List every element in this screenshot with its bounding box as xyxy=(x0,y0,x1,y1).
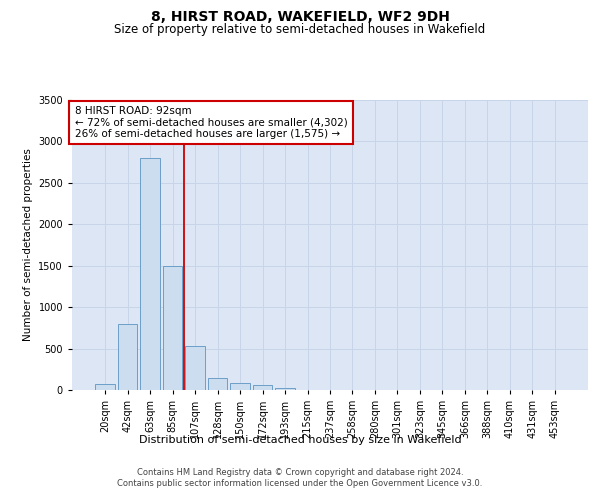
Text: Size of property relative to semi-detached houses in Wakefield: Size of property relative to semi-detach… xyxy=(115,22,485,36)
Text: 8, HIRST ROAD, WAKEFIELD, WF2 9DH: 8, HIRST ROAD, WAKEFIELD, WF2 9DH xyxy=(151,10,449,24)
Bar xyxy=(185,346,205,390)
Y-axis label: Number of semi-detached properties: Number of semi-detached properties xyxy=(23,148,32,342)
Text: Contains HM Land Registry data © Crown copyright and database right 2024.
Contai: Contains HM Land Registry data © Crown c… xyxy=(118,468,482,487)
Text: Distribution of semi-detached houses by size in Wakefield: Distribution of semi-detached houses by … xyxy=(139,435,461,445)
Bar xyxy=(163,266,182,390)
Bar xyxy=(253,386,272,390)
Bar xyxy=(275,388,295,390)
Bar xyxy=(140,158,160,390)
Bar xyxy=(208,378,227,390)
Bar xyxy=(118,324,137,390)
Bar xyxy=(230,384,250,390)
Bar xyxy=(95,384,115,390)
Text: 8 HIRST ROAD: 92sqm
← 72% of semi-detached houses are smaller (4,302)
26% of sem: 8 HIRST ROAD: 92sqm ← 72% of semi-detach… xyxy=(74,106,347,139)
